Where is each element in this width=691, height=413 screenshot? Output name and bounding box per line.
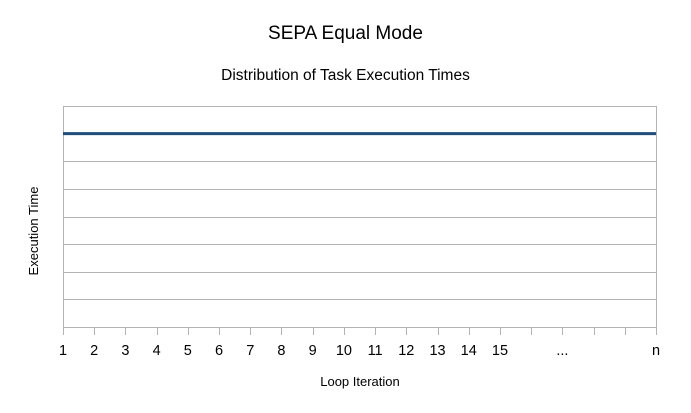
x-tick-label: 4 <box>153 343 161 359</box>
x-tick-label: ... <box>556 343 568 359</box>
x-tick-label: 12 <box>398 343 414 359</box>
x-tick-label: 14 <box>461 343 477 359</box>
x-tick-label: n <box>652 343 660 359</box>
x-tick-label: 1 <box>59 343 67 359</box>
x-tick-label: 10 <box>336 343 352 359</box>
x-tick-label: 6 <box>215 343 223 359</box>
x-tick-label: 2 <box>90 343 98 359</box>
chart-subtitle: Distribution of Task Execution Times <box>221 67 470 84</box>
x-tick-label: 13 <box>429 343 445 359</box>
axis-layer <box>63 106 657 335</box>
x-axis-label: Loop Iteration <box>320 374 400 389</box>
x-tick-label: 7 <box>246 343 254 359</box>
x-tick-label: 15 <box>492 343 508 359</box>
tick-label-layer: 1 2 3 4 5 6 7 8 9 10 11 12 13 14 15... n <box>59 343 660 359</box>
x-tick-label: 5 <box>184 343 192 359</box>
x-tick-label: 11 <box>368 343 383 359</box>
x-tick-label: 8 <box>277 343 285 359</box>
y-axis-label: Execution Time <box>26 187 41 276</box>
chart-title: SEPA Equal Mode <box>268 23 423 44</box>
x-tick-label: 9 <box>309 343 317 359</box>
x-tick-label: 3 <box>121 343 129 359</box>
grid-layer <box>63 106 657 327</box>
